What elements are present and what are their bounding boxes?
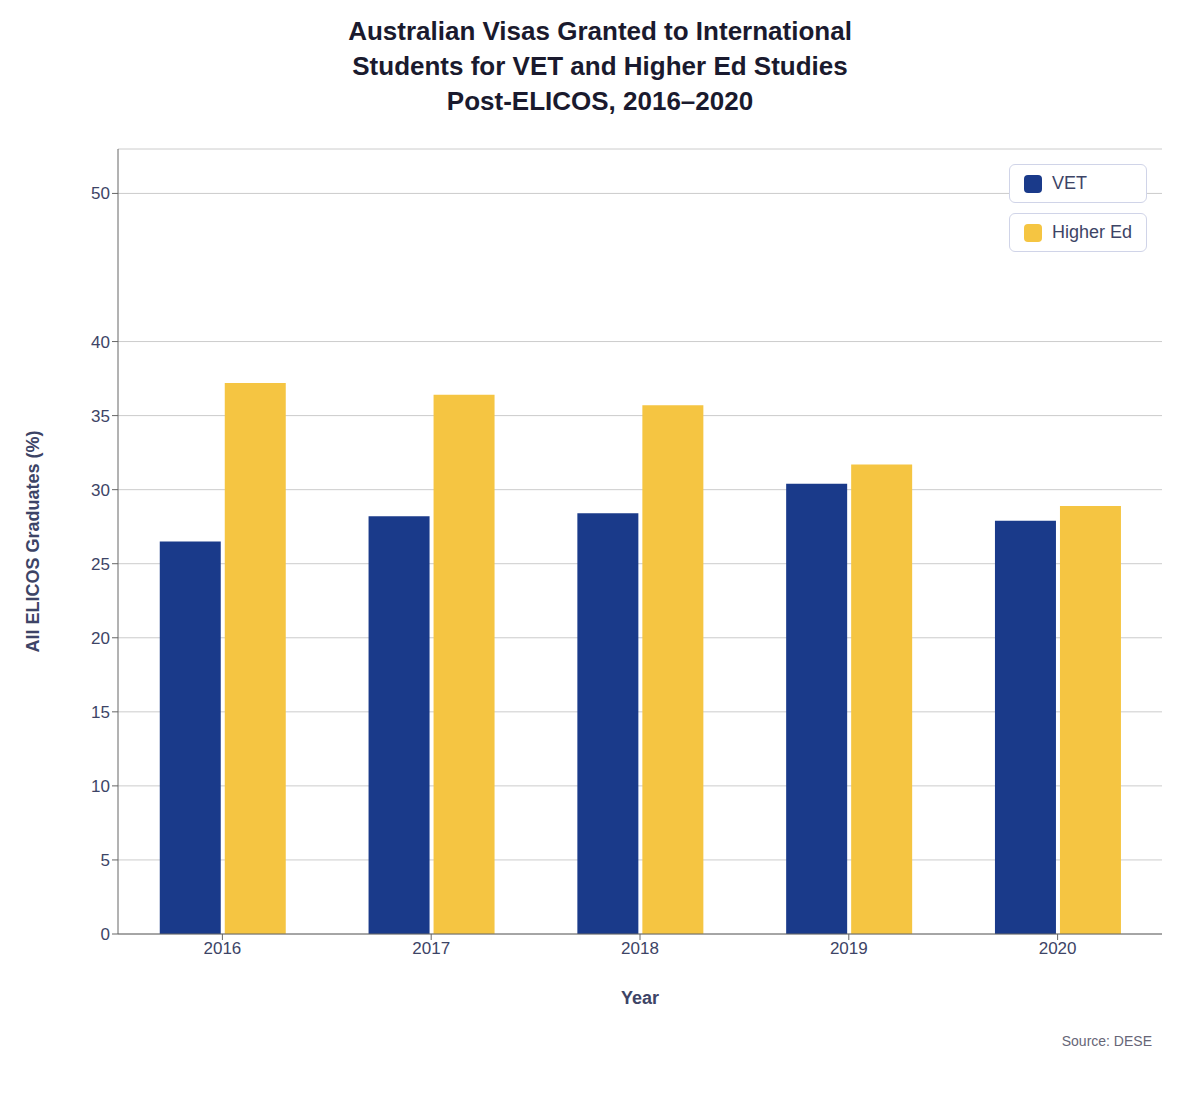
svg-text:2016: 2016 [203, 939, 241, 958]
svg-text:15: 15 [91, 703, 110, 722]
svg-text:50: 50 [91, 185, 110, 204]
svg-text:2017: 2017 [412, 939, 450, 958]
svg-text:2020: 2020 [1039, 939, 1077, 958]
html-text:Students for VET and Higher Ed: Students for VET and Higher Ed Studies [352, 51, 848, 82]
svg-text:30: 30 [91, 481, 110, 500]
svg-text:20: 20 [91, 629, 110, 648]
svg-text:2018: 2018 [621, 939, 659, 958]
html-text:Higher Ed: Higher Ed [1052, 222, 1132, 243]
html-text:VET: VET [1052, 173, 1087, 194]
svg-text:Year: Year [621, 988, 659, 1008]
svg-text:25: 25 [91, 555, 110, 574]
html-text:Australian Visas Granted to In: Australian Visas Granted to Internationa… [348, 16, 852, 46]
svg-text:10: 10 [91, 777, 110, 796]
html-text:Post-ELICOS, 2016–2020: Post-ELICOS, 2016–2020 [446, 86, 754, 117]
svg-text:0: 0 [101, 925, 110, 944]
svg-text:All ELICOS Graduates (%): All ELICOS Graduates (%) [23, 431, 43, 653]
svg-text:35: 35 [91, 407, 110, 426]
svg-text:40: 40 [91, 333, 110, 352]
svg-text:2019: 2019 [830, 939, 868, 958]
html-text:Source: DESE: Source: DESE [1061, 1033, 1152, 1050]
svg-text:5: 5 [101, 851, 110, 870]
